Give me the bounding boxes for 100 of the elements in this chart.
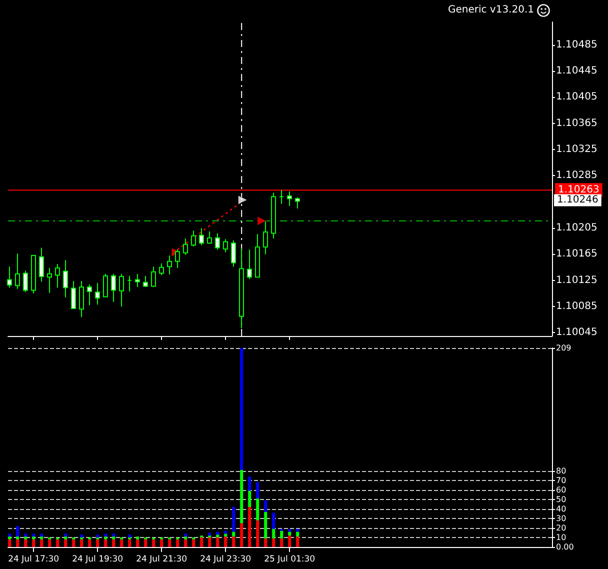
y-tick-label: 1.10365	[556, 118, 598, 129]
bar	[184, 539, 188, 547]
bar	[64, 534, 68, 537]
y-tick-label: 1.10125	[556, 274, 598, 286]
bar	[232, 536, 236, 547]
bar	[40, 539, 44, 547]
y-tick-label: 1.10045	[556, 327, 598, 338]
candlestick	[215, 232, 220, 250]
bar	[264, 500, 268, 512]
candlestick	[159, 262, 164, 276]
bar	[80, 539, 84, 547]
bar	[16, 539, 20, 547]
y-tick-label: 0.00	[556, 542, 574, 552]
candlestick	[223, 238, 228, 253]
y-tick-label: 1.10325	[556, 144, 598, 156]
candlestick	[199, 228, 204, 246]
bar	[128, 539, 132, 547]
bar	[216, 534, 220, 538]
candlestick	[79, 280, 84, 318]
candlestick	[191, 230, 196, 247]
bar	[112, 534, 116, 537]
bar	[232, 532, 236, 537]
candlestick	[87, 284, 92, 306]
bar	[288, 536, 292, 547]
bar	[248, 490, 252, 508]
bar	[24, 539, 28, 547]
candlestick	[7, 266, 12, 288]
bar	[272, 538, 276, 547]
bar	[88, 539, 92, 547]
bar	[288, 528, 292, 532]
bar	[264, 538, 268, 547]
bar	[280, 538, 284, 547]
y-tick-label: 1.10285	[556, 170, 598, 182]
y-tick-label: 40	[556, 504, 566, 514]
y-tick-label: 1.10205	[556, 222, 598, 234]
y-tick-label: 1.10445	[556, 66, 598, 77]
bar	[296, 536, 300, 547]
candlestick	[135, 273, 140, 288]
candlestick	[287, 190, 292, 206]
x-tick-label: 25 Jul 01:30	[264, 554, 316, 564]
y-tick-label: 30	[556, 514, 566, 523]
candlestick	[119, 273, 124, 308]
candlestick	[247, 249, 252, 280]
candlestick	[63, 260, 68, 298]
bar	[56, 539, 60, 547]
bar	[32, 536, 36, 540]
bar	[280, 530, 284, 538]
bar	[16, 526, 20, 537]
candlestick	[183, 238, 188, 256]
bar	[200, 537, 204, 547]
y-tick-label: 10	[556, 532, 566, 542]
bar	[40, 536, 44, 540]
bar	[120, 539, 124, 547]
candlestick	[23, 270, 28, 293]
candlestick	[55, 264, 60, 288]
bar	[24, 534, 28, 537]
candlestick	[127, 275, 132, 292]
y-tick-label: 1.10165	[556, 248, 598, 260]
text: Generic v13.20.1	[448, 4, 534, 16]
bar	[40, 534, 44, 537]
bar	[152, 539, 156, 547]
bar	[184, 536, 188, 540]
y-tick-label: 70	[556, 476, 566, 485]
candlestick	[151, 266, 156, 288]
bar	[104, 539, 108, 547]
bar	[8, 534, 12, 537]
bar	[216, 537, 220, 547]
bar	[248, 476, 252, 491]
bar	[256, 520, 260, 547]
bar	[168, 539, 172, 547]
candlestick	[15, 253, 20, 290]
bar	[96, 534, 100, 538]
x-tick-label: 24 Jul 23:30	[200, 554, 252, 564]
bar	[240, 523, 244, 547]
bar	[96, 539, 100, 547]
bar	[208, 532, 212, 536]
bar	[104, 534, 108, 537]
bar	[8, 536, 12, 540]
candlestick	[295, 196, 300, 209]
candlestick	[39, 247, 44, 282]
candlestick	[175, 249, 180, 268]
x-tick-label: 24 Jul 21:30	[136, 554, 188, 564]
candlestick	[111, 273, 116, 302]
candlestick	[255, 233, 260, 278]
bar	[72, 539, 76, 547]
candlestick	[103, 273, 108, 298]
bar	[184, 534, 188, 537]
bar	[232, 507, 236, 532]
bar	[128, 534, 132, 538]
bar	[136, 539, 140, 547]
candlestick	[71, 280, 76, 310]
bar	[296, 532, 300, 537]
candlestick	[143, 275, 148, 288]
bar	[112, 539, 116, 547]
ref-line-label: 1.10263	[558, 184, 600, 196]
bar	[256, 482, 260, 498]
bar	[240, 348, 244, 470]
bar	[224, 536, 228, 547]
y-tick-label: 1.10405	[556, 92, 598, 103]
bar	[264, 512, 268, 538]
